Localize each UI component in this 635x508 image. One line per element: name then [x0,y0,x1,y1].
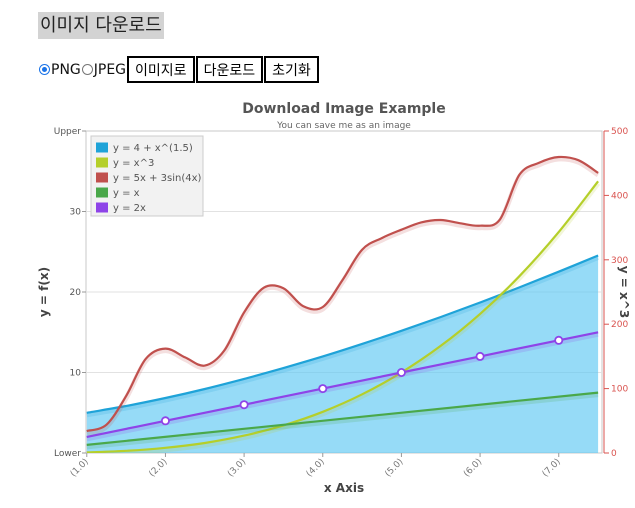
download-button[interactable]: 다운로드 [195,56,264,83]
series-y-x-shadow [86,392,599,450]
x-tick-label: (7.0) [541,457,563,479]
legend: y = 4 + x^(1.5) y = x^3 y = 5x + 3sin(4x) y… [90,135,204,217]
jpeg-radio-label[interactable]: JPEG [93,61,127,78]
y-axis-label: y = f(x) [37,267,51,317]
y2-tick-label: 100 [611,385,628,395]
png-radio-label[interactable]: PNG [51,61,81,78]
series-y-2x-point [554,335,564,345]
jpeg-radio[interactable] [81,64,93,75]
legend-item-label: y = x [113,188,140,199]
plot-series [86,155,601,453]
legend-item-label: y = 5x + 3sin(4x) [113,173,202,184]
page-title: 이미지 다운로드 [38,12,164,39]
x-tick-label: (4.0) [305,457,327,479]
legend-item-label: y = 4 + x^(1.5) [113,143,193,154]
y-tick-label: 10 [70,369,82,379]
series-y-5x-3sin-4x--line [86,155,599,433]
series-y-x-line [86,391,599,446]
y-tick-label: 20 [70,288,82,298]
line-chart: Download Image Example You can save me as… [37,101,631,495]
legend-swatch [96,157,108,168]
y-tick-label: 30 [70,208,82,218]
to-image-button[interactable]: 이미지로 [127,56,195,83]
y2-tick-label: 0 [611,449,617,459]
series-y-2x-point [160,416,170,426]
y-tick-label: Upper [54,127,82,137]
x-tick-label: (5.0) [383,457,405,479]
y-tick-label: Lower [54,449,81,459]
legend-item-label: y = x^3 [113,158,154,169]
png-radio[interactable] [39,64,50,75]
chart-title: Download Image Example [242,101,445,117]
reset-button[interactable]: 초기화 [264,56,319,83]
series-y-2x-point [318,384,328,394]
series-y-x-3-shadow [86,181,601,453]
legend-swatch [96,172,108,183]
x-tick-label: (6.0) [462,457,484,479]
legend-swatch [96,202,108,213]
series-y-2x-line [86,331,599,438]
chart-subtitle: You can save me as an image [276,121,411,131]
legend-swatch [96,187,108,198]
y2-axis-label: y = x^3 [617,266,631,318]
x-tick-label: (1.0) [69,457,91,479]
x-tick-label: (2.0) [147,457,169,479]
series-y-4-x-1-5--shadow [86,255,600,418]
legend-box [90,135,204,217]
y2-tick-label: 300 [611,256,628,266]
series-y-4-x-1-5--area [86,255,599,453]
series-y-2x-point [475,351,485,361]
y2-tick-label: 500 [611,127,628,137]
legend-item-label: y = 2x [113,203,146,214]
y2-tick-label: 400 [611,191,628,201]
series-y-2x-point [396,367,406,377]
format-controls: PNG JPEG 이미지로 다운로드 초기화 [38,56,319,83]
x-tick-label: (3.0) [226,457,248,479]
series-y-4-x-1-5--line [86,254,599,414]
y2-tick-label: 200 [611,320,628,330]
series-y-2x-point [239,400,249,410]
legend-swatch [96,142,108,153]
x-axis-label: x Axis [324,481,364,495]
series-y-2x-shadow [86,331,599,442]
series-y-x-3-line [86,180,599,453]
